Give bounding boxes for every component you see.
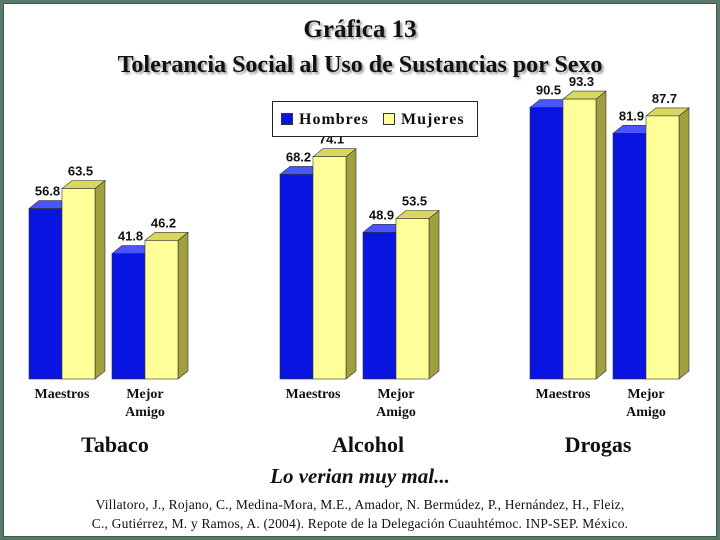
chart-subtitle: Tolerancia Social al Uso de Sustancias p…: [117, 52, 603, 78]
category-label-line: Amigo: [125, 405, 165, 420]
value-label: 53.5: [402, 194, 427, 209]
category-label: Mejor Amigo: [95, 386, 195, 422]
group-label-drogas: Drogas: [564, 432, 632, 457]
category-label-line: Maestros: [535, 387, 591, 402]
category-label-line: Amigo: [376, 405, 416, 420]
source-line-1: Villatoro, J., Rojano, C., Medina-Mora, …: [95, 497, 625, 512]
category-label: Mejor Amigo: [346, 386, 446, 422]
category-label-line: Maestros: [34, 387, 90, 402]
value-label: 93.3: [569, 74, 594, 89]
group-label-tabaco: Tabaco: [81, 432, 149, 457]
category-label-line: Mejor: [377, 387, 415, 402]
legend-swatch-hombres: [281, 113, 293, 125]
category-label: Mejor Amigo: [596, 386, 696, 422]
value-label: 90.5: [536, 83, 561, 98]
legend-swatch-mujeres: [383, 113, 395, 125]
chart-title: Gráfica 13: [303, 16, 417, 43]
chart-caption: Lo verian muy mal...: [270, 464, 450, 488]
value-label: 56.8: [35, 184, 60, 199]
value-label: 41.8: [118, 229, 143, 244]
category-label-line: Amigo: [626, 405, 666, 420]
source-citation: Villatoro, J., Rojano, C., Medina-Mora, …: [40, 495, 680, 533]
bar-mujeres-tabaco-1: [61, 179, 106, 380]
bar-mujeres-alcohol-1: [312, 148, 357, 380]
source-line-2: C., Gutiérrez, M. y Ramos, A. (2004). Re…: [91, 516, 629, 531]
value-label: 48.9: [369, 207, 394, 222]
category-label-line: Maestros: [285, 387, 341, 402]
bar-mujeres-alcohol-2: [395, 209, 440, 380]
bar-mujeres-tabaco-2: [144, 231, 189, 380]
value-label: 81.9: [619, 108, 644, 123]
category-label-line: Mejor: [126, 387, 164, 402]
category-label: Maestros: [263, 386, 363, 404]
value-label: 68.2: [286, 149, 311, 164]
legend: Hombres Mujeres: [272, 101, 478, 137]
legend-label-hombres: Hombres: [299, 111, 369, 128]
value-label: 87.7: [652, 91, 677, 106]
value-label: 63.5: [68, 164, 93, 179]
category-label: Maestros: [513, 386, 613, 404]
bar-mujeres-drogas-1: [562, 90, 607, 380]
value-label: 46.2: [151, 215, 176, 230]
legend-label-mujeres: Mujeres: [401, 111, 465, 128]
category-label-line: Mejor: [627, 387, 665, 402]
category-label: Maestros: [12, 386, 112, 404]
bar-mujeres-drogas-2: [645, 107, 690, 380]
group-label-alcohol: Alcohol: [331, 432, 405, 457]
